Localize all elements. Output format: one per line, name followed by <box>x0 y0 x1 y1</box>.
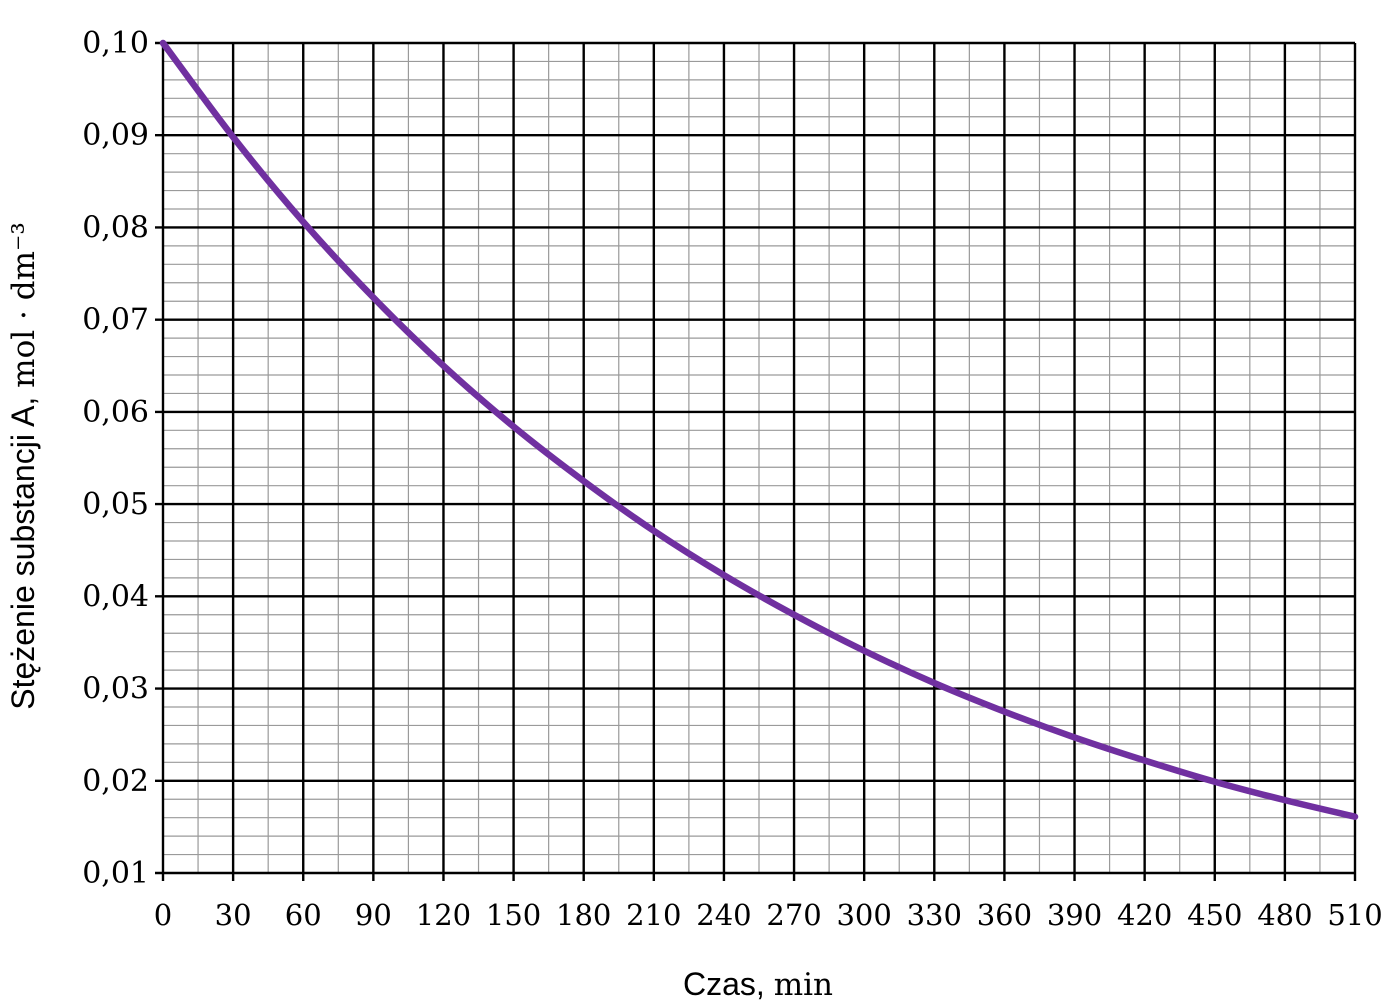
grid-major <box>155 41 1357 881</box>
x-tick-label: 150 <box>486 898 541 932</box>
x-tick-label: 240 <box>696 898 751 932</box>
y-tick-label: 0,07 <box>82 303 149 338</box>
y-axis-unit: mol · dm⁻³ <box>6 222 42 388</box>
grid-minor <box>162 42 1356 874</box>
x-tick-label: 420 <box>1117 898 1172 932</box>
y-tick-label: 0,08 <box>82 210 149 245</box>
x-tick-labels: 0 30 60 90 120 150 180 210 240 270 300 330 360 390 420… <box>154 898 1383 932</box>
x-tick-label: 450 <box>1187 898 1242 932</box>
y-axis-label: Stężenie substancji A, mol · dm⁻³ <box>5 222 42 710</box>
x-tick-label: 180 <box>556 898 611 932</box>
x-tick-label: 0 <box>154 898 172 932</box>
x-tick-label: 210 <box>626 898 681 932</box>
x-tick-label: 390 <box>1047 898 1102 932</box>
y-tick-label: 0,02 <box>82 764 149 799</box>
y-tick-label: 0,01 <box>82 856 149 891</box>
y-tick-label: 0,03 <box>82 672 149 707</box>
x-tick-label: 360 <box>977 898 1032 932</box>
y-tick-label: 0,04 <box>82 579 149 614</box>
x-tick-label: 90 <box>355 898 392 932</box>
x-tick-label: 120 <box>416 898 471 932</box>
y-axis-label-text: Stężenie substancji A <box>5 405 41 710</box>
x-axis-label-text: Czas <box>683 966 756 1002</box>
y-tick-label: 0,05 <box>82 487 149 522</box>
x-tick-label: 60 <box>285 898 322 932</box>
series-line <box>159 39 1359 820</box>
y-tick-label: 0,09 <box>82 118 149 153</box>
y-tick-label: 0,10 <box>82 26 149 61</box>
series-layer <box>159 39 1359 820</box>
x-tick-label: 270 <box>766 898 821 932</box>
x-tick-label: 510 <box>1327 898 1382 932</box>
x-axis-unit: min <box>774 967 833 1003</box>
y-tick-labels: 0,01 0,02 0,03 0,04 0,05 0,06 0,07 0,08 0,09 0,10 <box>82 26 149 891</box>
x-tick-label: 30 <box>215 898 252 932</box>
y-tick-label: 0,06 <box>82 395 149 430</box>
x-tick-label: 330 <box>907 898 962 932</box>
x-axis-label: Czas, min <box>683 966 833 1003</box>
x-tick-label: 300 <box>836 898 891 932</box>
x-tick-label: 480 <box>1257 898 1312 932</box>
